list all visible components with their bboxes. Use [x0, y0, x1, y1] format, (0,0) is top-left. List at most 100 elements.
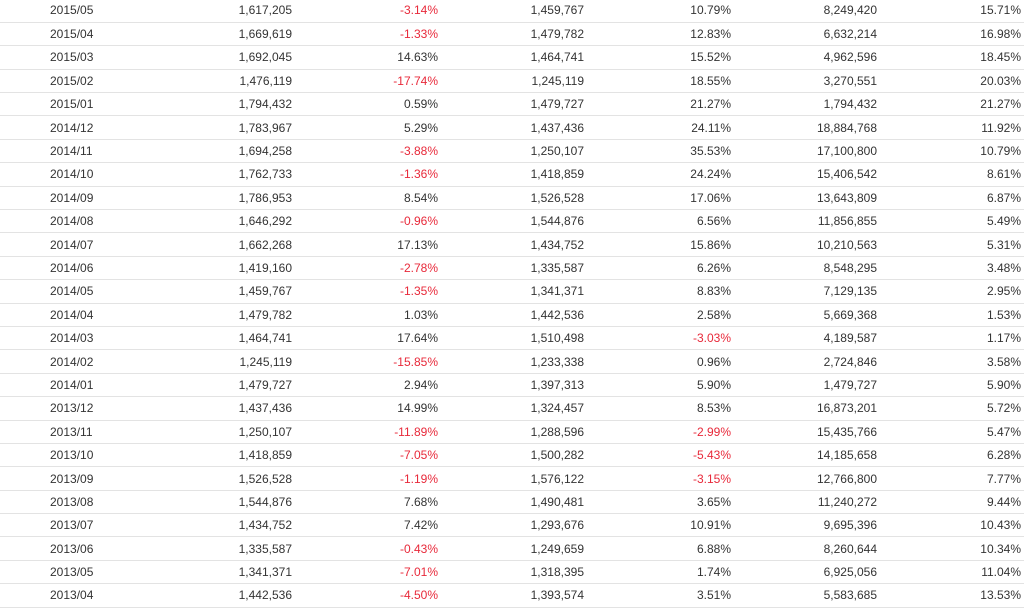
- cumulative-value-cell: 16,873,201: [734, 396, 880, 421]
- cumulative-change-cell: 1.53%: [880, 303, 1024, 327]
- yoy-change-cell: -3.15%: [587, 466, 734, 491]
- cumulative-value-cell: 10,210,563: [734, 232, 880, 257]
- cumulative-change-cell: 18.45%: [880, 45, 1024, 70]
- prev-year-value-cell: 1,418,859: [441, 162, 587, 187]
- cumulative-value-cell: 12,766,800: [734, 466, 880, 491]
- value-cell: 1,341,371: [150, 560, 295, 585]
- cumulative-value-cell: 8,260,644: [734, 536, 880, 561]
- table-row: 2014/02 1,245,119 -15.85% 1,233,338 0.96% 2,7…: [0, 349, 1024, 374]
- table-row: 2014/06 1,419,160 -2.78% 1,335,587 6.26% 8,54…: [0, 256, 1024, 281]
- yoy-change-cell: 15.52%: [587, 45, 734, 70]
- cumulative-value-cell: 11,856,855: [734, 209, 880, 234]
- table-row: 2013/08 1,544,876 7.68% 1,490,481 3.65% 11,24…: [0, 490, 1024, 515]
- prev-year-value-cell: 1,393,574: [441, 583, 587, 608]
- cumulative-change-cell: 15.71%: [880, 0, 1024, 23]
- value-cell: 1,786,953: [150, 186, 295, 211]
- prev-year-value-cell: 1,288,596: [441, 420, 587, 444]
- yoy-change-cell: 8.83%: [587, 279, 734, 304]
- cumulative-change-cell: 13.53%: [880, 583, 1024, 608]
- prev-year-value-cell: 1,335,587: [441, 256, 587, 281]
- table-row: 2013/07 1,434,752 7.42% 1,293,676 10.91% 9,69…: [0, 513, 1024, 538]
- cumulative-change-cell: 6.87%: [880, 186, 1024, 211]
- change-cell: -3.14%: [295, 0, 441, 23]
- change-cell: 8.54%: [295, 186, 441, 211]
- cumulative-value-cell: 5,583,685: [734, 583, 880, 608]
- table-row: 2014/11 1,694,258 -3.88% 1,250,107 35.53% 17,…: [0, 139, 1024, 164]
- month-cell: 2015/02: [0, 69, 150, 94]
- value-cell: 1,479,727: [150, 373, 295, 398]
- cumulative-change-cell: 3.58%: [880, 349, 1024, 374]
- cumulative-value-cell: 1,479,727: [734, 373, 880, 398]
- cumulative-change-cell: 5.72%: [880, 396, 1024, 421]
- change-cell: -0.96%: [295, 209, 441, 234]
- table-row: 2013/12 1,437,436 14.99% 1,324,457 8.53% 16,8…: [0, 396, 1024, 421]
- prev-year-value-cell: 1,245,119: [441, 69, 587, 94]
- value-cell: 1,418,859: [150, 443, 295, 468]
- yoy-change-cell: 3.51%: [587, 583, 734, 608]
- prev-year-value-cell: 1,576,122: [441, 466, 587, 491]
- month-cell: 2014/07: [0, 232, 150, 257]
- value-cell: 1,434,752: [150, 513, 295, 538]
- change-cell: -7.05%: [295, 443, 441, 468]
- cumulative-change-cell: 9.44%: [880, 490, 1024, 515]
- cumulative-value-cell: 3,270,551: [734, 69, 880, 94]
- yoy-change-cell: -2.99%: [587, 420, 734, 444]
- value-cell: 1,794,432: [150, 92, 295, 117]
- value-cell: 1,544,876: [150, 490, 295, 515]
- yoy-change-cell: 6.26%: [587, 256, 734, 281]
- month-cell: 2014/02: [0, 349, 150, 374]
- yoy-change-cell: -3.03%: [587, 326, 734, 351]
- change-cell: -17.74%: [295, 69, 441, 94]
- yoy-change-cell: 0.96%: [587, 349, 734, 374]
- month-cell: 2013/04: [0, 583, 150, 608]
- table-row: 2013/04 1,442,536 -4.50% 1,393,574 3.51% 5,58…: [0, 583, 1024, 608]
- cumulative-change-cell: 16.98%: [880, 22, 1024, 47]
- table-row: 2014/03 1,464,741 17.64% 1,510,498 -3.03% 4,1…: [0, 326, 1024, 351]
- table-row: 2013/05 1,341,371 -7.01% 1,318,395 1.74% 6,92…: [0, 560, 1024, 585]
- cumulative-change-cell: 10.43%: [880, 513, 1024, 538]
- yoy-change-cell: 15.86%: [587, 232, 734, 257]
- cumulative-value-cell: 6,925,056: [734, 560, 880, 585]
- yoy-change-cell: 8.53%: [587, 396, 734, 421]
- value-cell: 1,437,436: [150, 396, 295, 421]
- table-row: 2014/05 1,459,767 -1.35% 1,341,371 8.83% 7,12…: [0, 279, 1024, 304]
- cumulative-value-cell: 8,548,295: [734, 256, 880, 281]
- table-row: 2013/06 1,335,587 -0.43% 1,249,659 6.88% 8,26…: [0, 536, 1024, 561]
- month-cell: 2013/07: [0, 513, 150, 538]
- cumulative-change-cell: 1.17%: [880, 326, 1024, 351]
- change-cell: 17.13%: [295, 232, 441, 257]
- prev-year-value-cell: 1,249,659: [441, 536, 587, 561]
- month-cell: 2014/05: [0, 279, 150, 304]
- yoy-change-cell: 6.88%: [587, 536, 734, 561]
- month-cell: 2014/04: [0, 303, 150, 327]
- yoy-change-cell: 35.53%: [587, 139, 734, 164]
- value-cell: 1,335,587: [150, 536, 295, 561]
- cumulative-value-cell: 18,884,768: [734, 115, 880, 140]
- month-cell: 2013/09: [0, 466, 150, 491]
- month-cell: 2013/12: [0, 396, 150, 421]
- value-cell: 1,783,967: [150, 115, 295, 140]
- change-cell: -4.50%: [295, 583, 441, 608]
- value-cell: 1,250,107: [150, 420, 295, 444]
- prev-year-value-cell: 1,510,498: [441, 326, 587, 351]
- cumulative-change-cell: 5.90%: [880, 373, 1024, 398]
- change-cell: -1.33%: [295, 22, 441, 47]
- change-cell: 2.94%: [295, 373, 441, 398]
- change-cell: -1.35%: [295, 279, 441, 304]
- yoy-change-cell: 10.79%: [587, 0, 734, 23]
- prev-year-value-cell: 1,442,536: [441, 303, 587, 327]
- month-cell: 2013/10: [0, 443, 150, 468]
- cumulative-change-cell: 7.77%: [880, 466, 1024, 491]
- cumulative-change-cell: 20.03%: [880, 69, 1024, 94]
- cumulative-value-cell: 8,249,420: [734, 0, 880, 23]
- change-cell: -11.89%: [295, 420, 441, 444]
- month-cell: 2014/09: [0, 186, 150, 211]
- change-cell: -3.88%: [295, 139, 441, 164]
- prev-year-value-cell: 1,318,395: [441, 560, 587, 585]
- value-cell: 1,479,782: [150, 303, 295, 327]
- prev-year-value-cell: 1,479,782: [441, 22, 587, 47]
- prev-year-value-cell: 1,526,528: [441, 186, 587, 211]
- value-cell: 1,762,733: [150, 162, 295, 187]
- change-cell: 14.99%: [295, 396, 441, 421]
